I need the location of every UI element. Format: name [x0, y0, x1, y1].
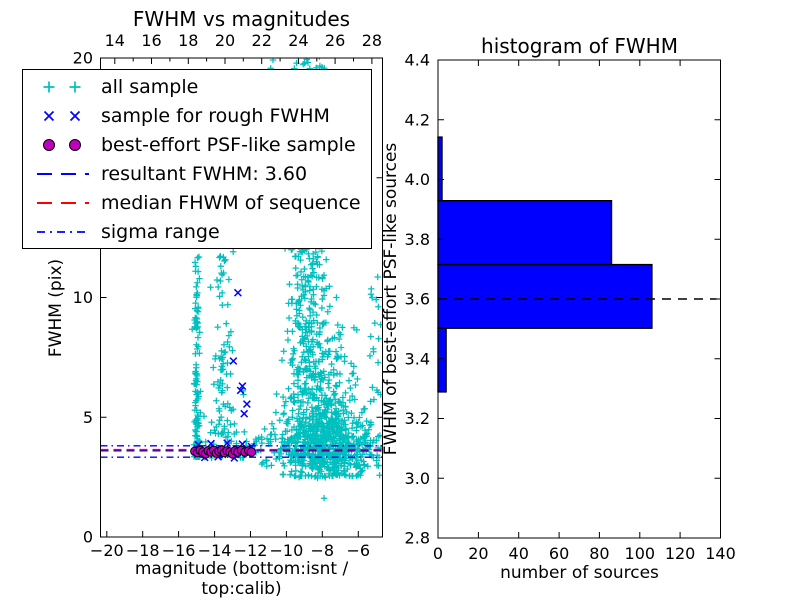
right-plot-ylabel: FWHM of best-effort PSF-like sources — [381, 142, 401, 456]
histogram-bar — [437, 136, 443, 202]
tick-label: 4.2 — [405, 110, 430, 129]
tick-label: 60 — [549, 544, 569, 563]
legend: all sample sample for rough FWHM best-ef… — [22, 69, 372, 249]
legend-label: sample for rough FWHM — [101, 104, 330, 127]
tick-label: −12 — [234, 541, 268, 560]
tick-label: −6 — [347, 541, 371, 560]
circle-marker-icon — [43, 138, 81, 151]
tick-label: −20 — [90, 541, 124, 560]
tick-label: −18 — [126, 541, 160, 560]
tick-label: 140 — [705, 544, 736, 563]
legend-label: resultant FWHM: 3.60 — [101, 162, 308, 185]
legend-item-resultant-fwhm: resultant FWHM: 3.60 — [23, 159, 371, 188]
tick-label: 3.2 — [405, 409, 430, 428]
tick-label: 4.0 — [405, 170, 430, 189]
tick-label: 16 — [141, 31, 161, 50]
tick-label: 20 — [215, 31, 235, 50]
scatter-all-sample — [189, 58, 383, 502]
tick-label: 18 — [178, 31, 198, 50]
legend-label: median FHWM of sequence — [101, 191, 361, 214]
left-plot-title: FWHM vs magnitudes — [132, 7, 351, 31]
scatter-rough-sample — [194, 288, 256, 462]
tick-label: 0 — [433, 544, 443, 563]
tick-label: 3.8 — [405, 230, 430, 249]
tick-label: 0 — [83, 528, 93, 547]
tick-label: −10 — [270, 541, 304, 560]
histogram-bar — [437, 327, 447, 393]
plus-marker-icon — [43, 81, 81, 92]
tick-label: −16 — [162, 541, 196, 560]
tick-label: 28 — [362, 31, 382, 50]
tick-label: 40 — [509, 544, 529, 563]
left-plot-ylabel: FWHM (pix) — [46, 258, 66, 358]
tick-label: 4.4 — [405, 51, 430, 70]
tick-label: 10 — [73, 288, 93, 307]
legend-item-psf-sample: best-effort PSF-like sample — [23, 130, 371, 159]
tick-label: 100 — [625, 544, 656, 563]
tick-label: 2.8 — [405, 529, 430, 548]
tick-label: 120 — [665, 544, 696, 563]
tick-label: 3.6 — [405, 290, 430, 309]
tick-label: 5 — [83, 408, 93, 427]
tick-label: 20 — [73, 49, 93, 68]
legend-label: all sample — [101, 75, 199, 98]
legend-label: best-effort PSF-like sample — [101, 133, 356, 156]
legend-item-sigma-range: sigma range — [23, 217, 371, 246]
tick-label: −8 — [311, 541, 335, 560]
left-plot-xlabel: magnitude (bottom:isnt / top:calib) — [134, 559, 349, 599]
tick-label: 3.0 — [405, 469, 430, 488]
legend-item-rough-fwhm: sample for rough FWHM — [23, 101, 371, 130]
legend-item-all-sample: all sample — [23, 72, 371, 101]
tick-label: 20 — [468, 544, 488, 563]
x-marker-icon — [43, 110, 81, 121]
tick-label: −14 — [198, 541, 232, 560]
blue-dashdot-line-icon — [37, 230, 89, 233]
legend-item-median-fwhm: median FHWM of sequence — [23, 188, 371, 217]
tick-label: 80 — [589, 544, 609, 563]
left-plot-data — [100, 58, 383, 502]
tick-label: 22 — [252, 31, 272, 50]
blue-dashed-line-icon — [37, 172, 89, 175]
tick-label: 3.4 — [405, 349, 430, 368]
red-dashed-line-icon — [37, 201, 89, 204]
scatter-psf-sample — [246, 447, 257, 457]
right-plot-title: histogram of FWHM — [481, 34, 678, 58]
histogram-bar — [437, 263, 653, 329]
tick-label: 14 — [105, 31, 125, 50]
right-plot-data — [437, 136, 717, 393]
tick-label: 24 — [288, 31, 308, 50]
right-plot-xlabel: number of sources — [500, 563, 659, 583]
legend-label: sigma range — [101, 220, 220, 243]
histogram-bar — [437, 199, 613, 266]
tick-label: 26 — [325, 31, 345, 50]
